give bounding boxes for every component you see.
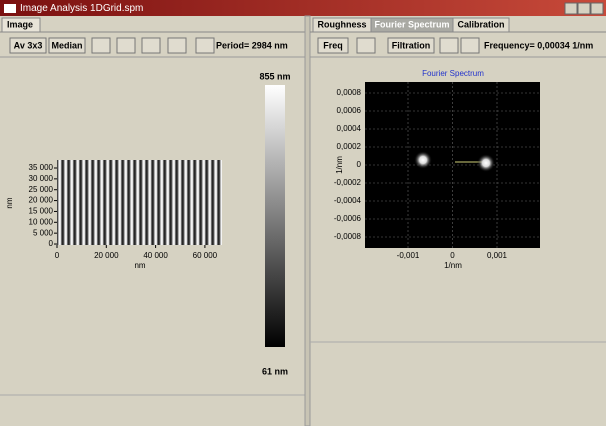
tab-label: Image xyxy=(7,19,33,29)
y-tick-label: -0,0002 xyxy=(334,178,362,187)
x-tick-label: 60 000 xyxy=(193,251,218,260)
x-axis-label: nm xyxy=(134,261,145,270)
right-tabs: Roughness Fourier Spectrum Calibration xyxy=(313,18,509,32)
splitter[interactable] xyxy=(305,16,310,426)
icon-button[interactable] xyxy=(440,38,458,53)
maximize-button[interactable] xyxy=(578,3,590,14)
colorbar-max: 855 nm xyxy=(259,71,290,81)
y-tick-label: 35 000 xyxy=(29,163,54,172)
y-tick-label: 0,0002 xyxy=(337,142,362,151)
afm-image xyxy=(57,160,222,245)
button-label: Av 3x3 xyxy=(14,40,43,50)
colorbar-min: 61 nm xyxy=(262,366,288,376)
minimize-button[interactable] xyxy=(565,3,577,14)
button-label: Freq xyxy=(323,40,343,50)
x-tick-label: -0,001 xyxy=(397,251,420,260)
y-tick-label: 0 xyxy=(357,160,362,169)
tab-label: Calibration xyxy=(457,19,504,29)
x-tick-label: 0,001 xyxy=(487,251,508,260)
y-tick-label: 20 000 xyxy=(29,196,54,205)
y-tick-label: 5 000 xyxy=(33,228,54,237)
icon-button[interactable] xyxy=(461,38,479,53)
tab-label: Fourier Spectrum xyxy=(374,19,449,29)
y-tick-label: -0,0008 xyxy=(334,232,362,241)
right-toolbar: Freq Filtration xyxy=(318,38,479,53)
y-tick-label: 30 000 xyxy=(29,174,54,183)
app-window: Image Analysis 1DGrid.spm Image Av 3x3 Me… xyxy=(0,0,606,426)
button-label: Median xyxy=(51,40,82,50)
close-button[interactable] xyxy=(591,3,603,14)
x-axis-label: 1/nm xyxy=(444,261,462,270)
frequency-label: Frequency= 0,00034 1/nm xyxy=(484,40,593,50)
window-buttons[interactable] xyxy=(565,3,603,14)
y-tick-label: 0,0006 xyxy=(337,106,362,115)
y-tick-label: 10 000 xyxy=(29,217,54,226)
spectrum-peak xyxy=(414,151,432,169)
icon-button[interactable] xyxy=(117,38,135,53)
icon-button[interactable] xyxy=(168,38,186,53)
y-tick-label: 0,0004 xyxy=(337,124,362,133)
window-title: Image Analysis 1DGrid.spm xyxy=(20,3,143,14)
tab-label: Roughness xyxy=(317,19,366,29)
icon-button[interactable] xyxy=(357,38,375,53)
y-tick-label: 25 000 xyxy=(29,185,54,194)
spectrum-peak xyxy=(477,154,495,172)
y-tick-label: 0,0008 xyxy=(337,88,362,97)
period-label: Period= 2984 nm xyxy=(216,40,288,50)
plot-title: Fourier Spectrum xyxy=(422,69,484,78)
y-tick-label: 15 000 xyxy=(29,207,54,216)
x-tick-label: 20 000 xyxy=(94,251,119,260)
icon-button[interactable] xyxy=(196,38,214,53)
y-tick-label: -0,0006 xyxy=(334,214,362,223)
y-axis-label: 1/nm xyxy=(335,156,344,174)
color-bar xyxy=(265,85,285,347)
icon-button[interactable] xyxy=(142,38,160,53)
y-axis-label: nm xyxy=(5,197,14,208)
y-tick-label: 0 xyxy=(49,239,54,248)
app-icon xyxy=(4,4,16,13)
x-tick-label: 0 xyxy=(450,251,455,260)
icon-button[interactable] xyxy=(92,38,110,53)
button-label: Filtration xyxy=(392,40,431,50)
y-tick-label: -0,0004 xyxy=(334,196,362,205)
x-tick-label: 0 xyxy=(55,251,60,260)
x-tick-label: 40 000 xyxy=(143,251,168,260)
